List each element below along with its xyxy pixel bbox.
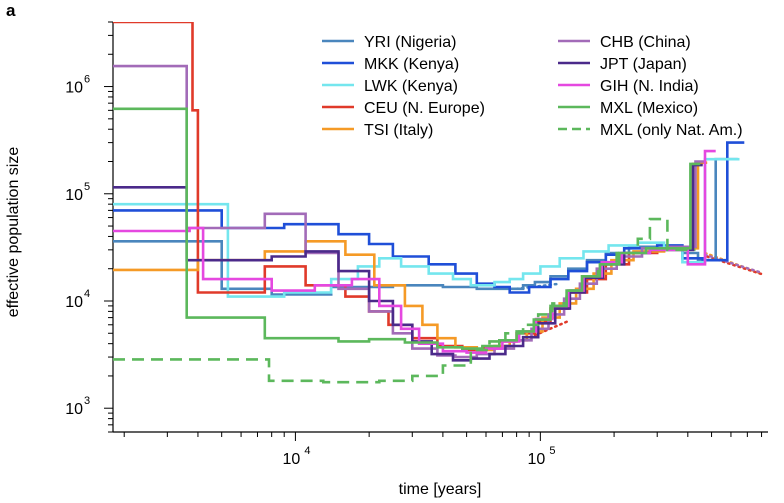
y-tick-label: 10	[65, 294, 83, 311]
y-axis-label: effective population size	[5, 147, 22, 318]
legend-label-yri: YRI (Nigeria)	[364, 34, 456, 51]
series-lines	[113, 22, 766, 384]
x-tick-label: 10	[527, 451, 545, 468]
axes: 10 4 10 510 310 410 510 6	[65, 21, 768, 468]
legend-label-ceu: CEU (N. Europe)	[364, 100, 485, 117]
y-tick-exponent: 5	[84, 181, 90, 193]
legend-label-chb: CHB (China)	[600, 34, 691, 51]
series-line-mkk	[113, 141, 745, 294]
series-dotted-tail-ceu	[533, 319, 570, 337]
y-tick-label: 10	[65, 80, 83, 97]
y-tick-label: 10	[65, 401, 83, 418]
x-tick-label: 10	[283, 451, 301, 468]
legend-label-mxlna: MXL (only Nat. Am.)	[600, 122, 743, 139]
legend-label-mxl: MXL (Mexico)	[600, 100, 698, 117]
x-tick-exponent: 5	[549, 445, 555, 457]
panel-label: a	[6, 1, 16, 20]
legend-label-jpt: JPT (Japan)	[600, 56, 687, 73]
x-tick-exponent: 4	[304, 445, 310, 457]
legend-label-lwk: LWK (Kenya)	[364, 78, 458, 95]
series-line-mxlna	[113, 217, 696, 384]
series-group	[113, 22, 766, 384]
legend-label-tsi: TSI (Italy)	[364, 122, 433, 139]
series-line-gih	[113, 149, 716, 354]
legend: YRI (Nigeria) MKK (Kenya) LWK (Kenya) CEU (…	[322, 34, 743, 139]
y-tick-exponent: 4	[84, 288, 90, 300]
series-line-mxl	[113, 107, 701, 350]
y-tick-label: 10	[65, 187, 83, 204]
x-axis-label: time [years]	[399, 481, 482, 498]
legend-label-mkk: MKK (Kenya)	[364, 56, 459, 73]
legend-label-gih: GIH (N. India)	[600, 78, 699, 95]
series-dotted-tail-chb	[703, 253, 762, 274]
y-tick-exponent: 6	[84, 74, 90, 86]
y-tick-exponent: 3	[84, 395, 90, 407]
